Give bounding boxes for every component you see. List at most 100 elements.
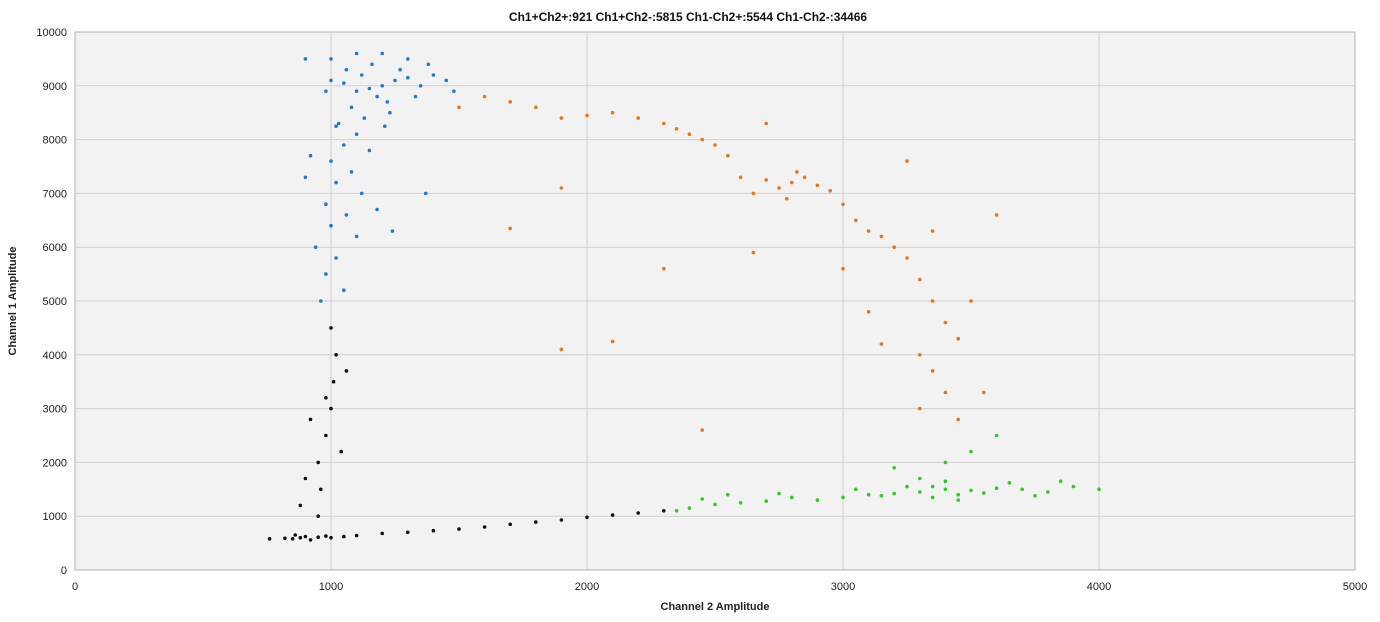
x-tick-label: 1000 [319, 581, 343, 593]
data-point [375, 94, 379, 99]
data-point [994, 486, 999, 491]
y-tick-label: 2000 [43, 457, 67, 469]
data-point [777, 491, 781, 496]
data-point [385, 100, 390, 104]
data-point [303, 175, 308, 180]
data-point [457, 527, 461, 531]
data-point [334, 256, 338, 260]
data-point [841, 495, 845, 500]
data-point [316, 460, 321, 465]
grid-lines [75, 32, 1355, 570]
data-point [406, 57, 410, 61]
data-point [423, 191, 428, 196]
data-point [431, 73, 436, 77]
chart-title: Ch1+Ch2+:921 Ch1+Ch2-:5815 Ch1-Ch2+:5544… [509, 10, 867, 24]
data-point [334, 124, 338, 128]
data-point [293, 533, 298, 537]
data-point [866, 492, 871, 497]
x-tick-label: 4000 [1087, 581, 1111, 593]
data-point [751, 191, 756, 196]
data-point [303, 57, 308, 61]
data-point [324, 433, 328, 438]
data-point [795, 170, 799, 174]
data-point [662, 266, 666, 271]
data-point [267, 537, 272, 541]
data-point [610, 513, 615, 517]
data-point [354, 132, 359, 136]
data-point [764, 121, 768, 126]
data-point [892, 245, 896, 249]
data-point [406, 530, 410, 535]
data-point [303, 534, 308, 539]
series-ch1-ch2- [674, 433, 1101, 513]
data-point [283, 536, 287, 541]
data-point [388, 110, 392, 115]
data-point [713, 502, 717, 507]
y-tick-label: 7000 [43, 188, 67, 200]
data-point [339, 449, 344, 454]
y-tick-label: 3000 [43, 404, 67, 416]
x-tick-label: 0 [72, 581, 78, 593]
data-point [336, 121, 341, 126]
data-point [943, 487, 948, 492]
data-point [841, 266, 845, 271]
data-point [892, 466, 896, 470]
data-point [482, 525, 487, 529]
y-tick-label: 4000 [43, 350, 67, 362]
data-point [610, 339, 615, 344]
data-point [534, 520, 538, 524]
series-ch1-ch2- [457, 94, 999, 432]
data-point [815, 498, 820, 502]
data-point [559, 347, 564, 352]
data-point [866, 310, 871, 314]
data-point [930, 484, 935, 489]
y-tick-label: 0 [61, 565, 67, 577]
data-point [866, 229, 871, 233]
data-point [700, 428, 704, 432]
data-point [802, 175, 807, 180]
x-tick-label: 3000 [831, 581, 855, 593]
data-point [662, 121, 666, 126]
data-point [982, 491, 986, 495]
data-point [324, 202, 328, 206]
data-point [687, 132, 692, 136]
data-point [585, 113, 589, 118]
data-point [918, 277, 922, 282]
data-point [969, 449, 973, 454]
data-point [828, 188, 832, 193]
data-point [413, 94, 418, 99]
data-point [879, 234, 884, 239]
data-point [508, 100, 512, 104]
data-point [726, 492, 730, 497]
data-point [687, 506, 692, 510]
tick-labels: 0 1000 2000 3000 4000 5000 0 1000 2000 3000 4000 50… [36, 27, 1367, 593]
y-tick-label: 9000 [43, 81, 67, 93]
data-point [452, 89, 456, 93]
data-point [508, 226, 512, 231]
data-point [930, 229, 935, 233]
data-point [354, 533, 359, 538]
data-point [943, 479, 948, 484]
data-point [662, 509, 666, 513]
data-point [636, 511, 640, 515]
data-point [943, 390, 948, 395]
y-tick-label: 5000 [43, 296, 67, 308]
data-point [559, 186, 564, 190]
data-point [930, 299, 935, 303]
data-point [790, 495, 794, 500]
data-point [918, 406, 922, 411]
data-point [969, 488, 973, 493]
data-point [559, 518, 564, 522]
data-point [426, 62, 431, 67]
data-point [534, 105, 538, 110]
data-point [342, 143, 346, 147]
data-point [610, 110, 615, 115]
data-point [700, 137, 704, 142]
data-point [319, 299, 323, 303]
data-point [943, 460, 948, 465]
data-point [956, 492, 960, 497]
data-point [329, 535, 333, 540]
data-point [354, 51, 359, 56]
data-point [329, 406, 333, 411]
